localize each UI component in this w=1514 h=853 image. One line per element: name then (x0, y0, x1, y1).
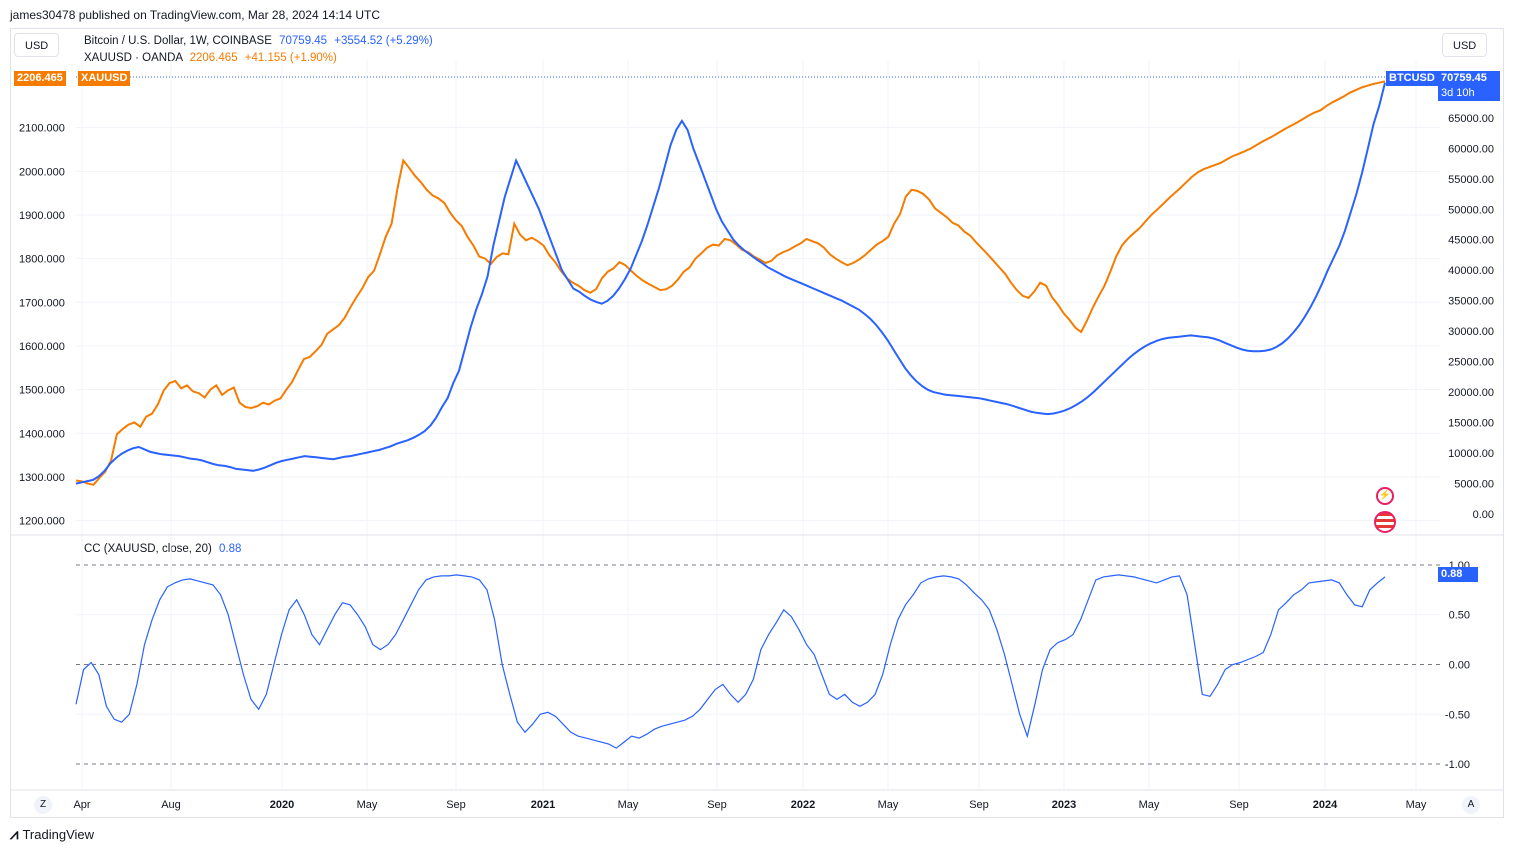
grid-lines (76, 60, 1440, 790)
right-tick-label: 30000.00 (1448, 326, 1494, 338)
right-tick-label: 25000.00 (1448, 357, 1494, 369)
left-tick-label: 2100.000 (19, 123, 65, 135)
cc-legend: CC (XAUUSD, close, 20) 0.88 (84, 543, 241, 555)
right-tick-label: 65000.00 (1448, 113, 1494, 125)
time-tick-label: Sep (969, 799, 989, 811)
btc-symbol-tag: BTCUSD (1386, 71, 1438, 86)
chart-frame (10, 28, 1504, 818)
right-tick-label: 0.00 (1473, 509, 1494, 521)
auto-scale-button[interactable]: A (1462, 796, 1480, 814)
cc-tick-label: 0.50 (1449, 610, 1470, 622)
tradingview-logo-icon: ⩘ (10, 826, 19, 843)
time-tick-label: May (618, 799, 639, 811)
time-tick-label: Aug (161, 799, 181, 811)
btc-legend-value: 70759.45 (279, 35, 328, 47)
xau-price-tag: 2206.465 (14, 71, 66, 86)
time-tick-label: May (357, 799, 378, 811)
lightning-event-icon[interactable]: ⚡ (1376, 487, 1394, 505)
cc-series-line (75, 574, 1386, 749)
time-tick-label: Sep (707, 799, 727, 811)
left-tick-label: 1900.000 (19, 210, 65, 222)
xau-legend: XAUUSD · OANDA 2206.465 +41.155 (+1.90%) (84, 52, 337, 64)
right-tick-label: 15000.00 (1448, 418, 1494, 430)
xau-series-line (75, 80, 1386, 486)
btc-countdown: 3d 10h (1441, 87, 1475, 99)
cc-value-tag: 0.88 (1438, 567, 1478, 582)
right-tick-label: 35000.00 (1448, 296, 1494, 308)
right-tick-label: 40000.00 (1448, 265, 1494, 277)
time-tick-label: Sep (446, 799, 466, 811)
right-tick-label: 45000.00 (1448, 235, 1494, 247)
time-tick-label: May (1406, 799, 1427, 811)
right-tick-label: 20000.00 (1448, 387, 1494, 399)
time-tick-label: 2024 (1313, 799, 1338, 811)
btc-series-line (75, 82, 1386, 485)
right-axis-ticks: 65000.00 60000.00 55000.00 50000.00 45000.00… (1448, 113, 1494, 521)
left-axis-ticks: 2100.000 2000.000 1900.000 1800.000 1700.000… (19, 123, 65, 528)
time-tick-label: May (878, 799, 899, 811)
left-tick-label: 1500.000 (19, 385, 65, 397)
cc-tick-label: -0.50 (1445, 709, 1470, 721)
publish-info: james30478 published on TradingView.com,… (10, 8, 381, 22)
btc-price-tag: 70759.45 3d 10h (1438, 71, 1500, 101)
tradingview-brand: ⩘ TradingView (10, 826, 94, 843)
right-tick-label: 10000.00 (1448, 448, 1494, 460)
xau-legend-change: +41.155 (+1.90%) (244, 52, 337, 64)
cc-reference-lines (76, 564, 1440, 765)
time-tick-label: 2023 (1052, 799, 1076, 811)
xau-legend-name: XAUUSD · OANDA (84, 52, 183, 64)
time-tick-label: 2021 (531, 799, 555, 811)
right-tick-label: 60000.00 (1448, 143, 1494, 155)
right-tick-label: 5000.00 (1454, 479, 1494, 491)
btc-legend-change: +3554.52 (+5.29%) (334, 35, 433, 47)
left-tick-label: 1600.000 (19, 341, 65, 353)
left-tick-label: 2000.000 (19, 166, 65, 178)
time-tick-label: Apr (73, 799, 90, 811)
right-currency-button[interactable]: USD (1442, 33, 1488, 57)
xau-legend-value: 2206.465 (189, 52, 238, 64)
time-tick-label: May (1139, 799, 1160, 811)
cc-tick-label: -1.00 (1445, 759, 1470, 771)
left-tick-label: 1400.000 (19, 428, 65, 440)
cc-axis-ticks: 1.000.500.00-0.50-1.00 (1445, 560, 1470, 771)
zoom-z-button[interactable]: Z (34, 796, 52, 814)
right-tick-label: 55000.00 (1448, 174, 1494, 186)
time-tick-label: Sep (1229, 799, 1249, 811)
time-axis-ticks: Apr Aug 2020 May Sep 2021 May Sep 2022 May Sep 2023… (73, 799, 1426, 811)
btc-legend-name: Bitcoin / U.S. Dollar, 1W, COINBASE (84, 35, 272, 47)
xau-symbol-tag: XAUUSD (78, 71, 131, 86)
cc-legend-name: CC (XAUUSD, close, 20) (84, 543, 212, 555)
cc-tick-label: 0.00 (1449, 660, 1470, 672)
right-tick-label: 50000.00 (1448, 204, 1494, 216)
btc-legend: Bitcoin / U.S. Dollar, 1W, COINBASE 7075… (84, 35, 433, 47)
left-tick-label: 1200.000 (19, 516, 65, 528)
left-tick-label: 1300.000 (19, 472, 65, 484)
time-tick-label: 2022 (791, 799, 815, 811)
time-tick-label: 2020 (270, 799, 294, 811)
btc-price-value: 70759.45 (1441, 72, 1487, 84)
cc-legend-value: 0.88 (219, 543, 242, 555)
left-tick-label: 1700.000 (19, 297, 65, 309)
left-currency-button[interactable]: USD (14, 33, 60, 57)
left-tick-label: 1800.000 (19, 254, 65, 266)
us-flag-event-icon[interactable] (1374, 511, 1396, 533)
brand-name: TradingView (22, 827, 95, 842)
